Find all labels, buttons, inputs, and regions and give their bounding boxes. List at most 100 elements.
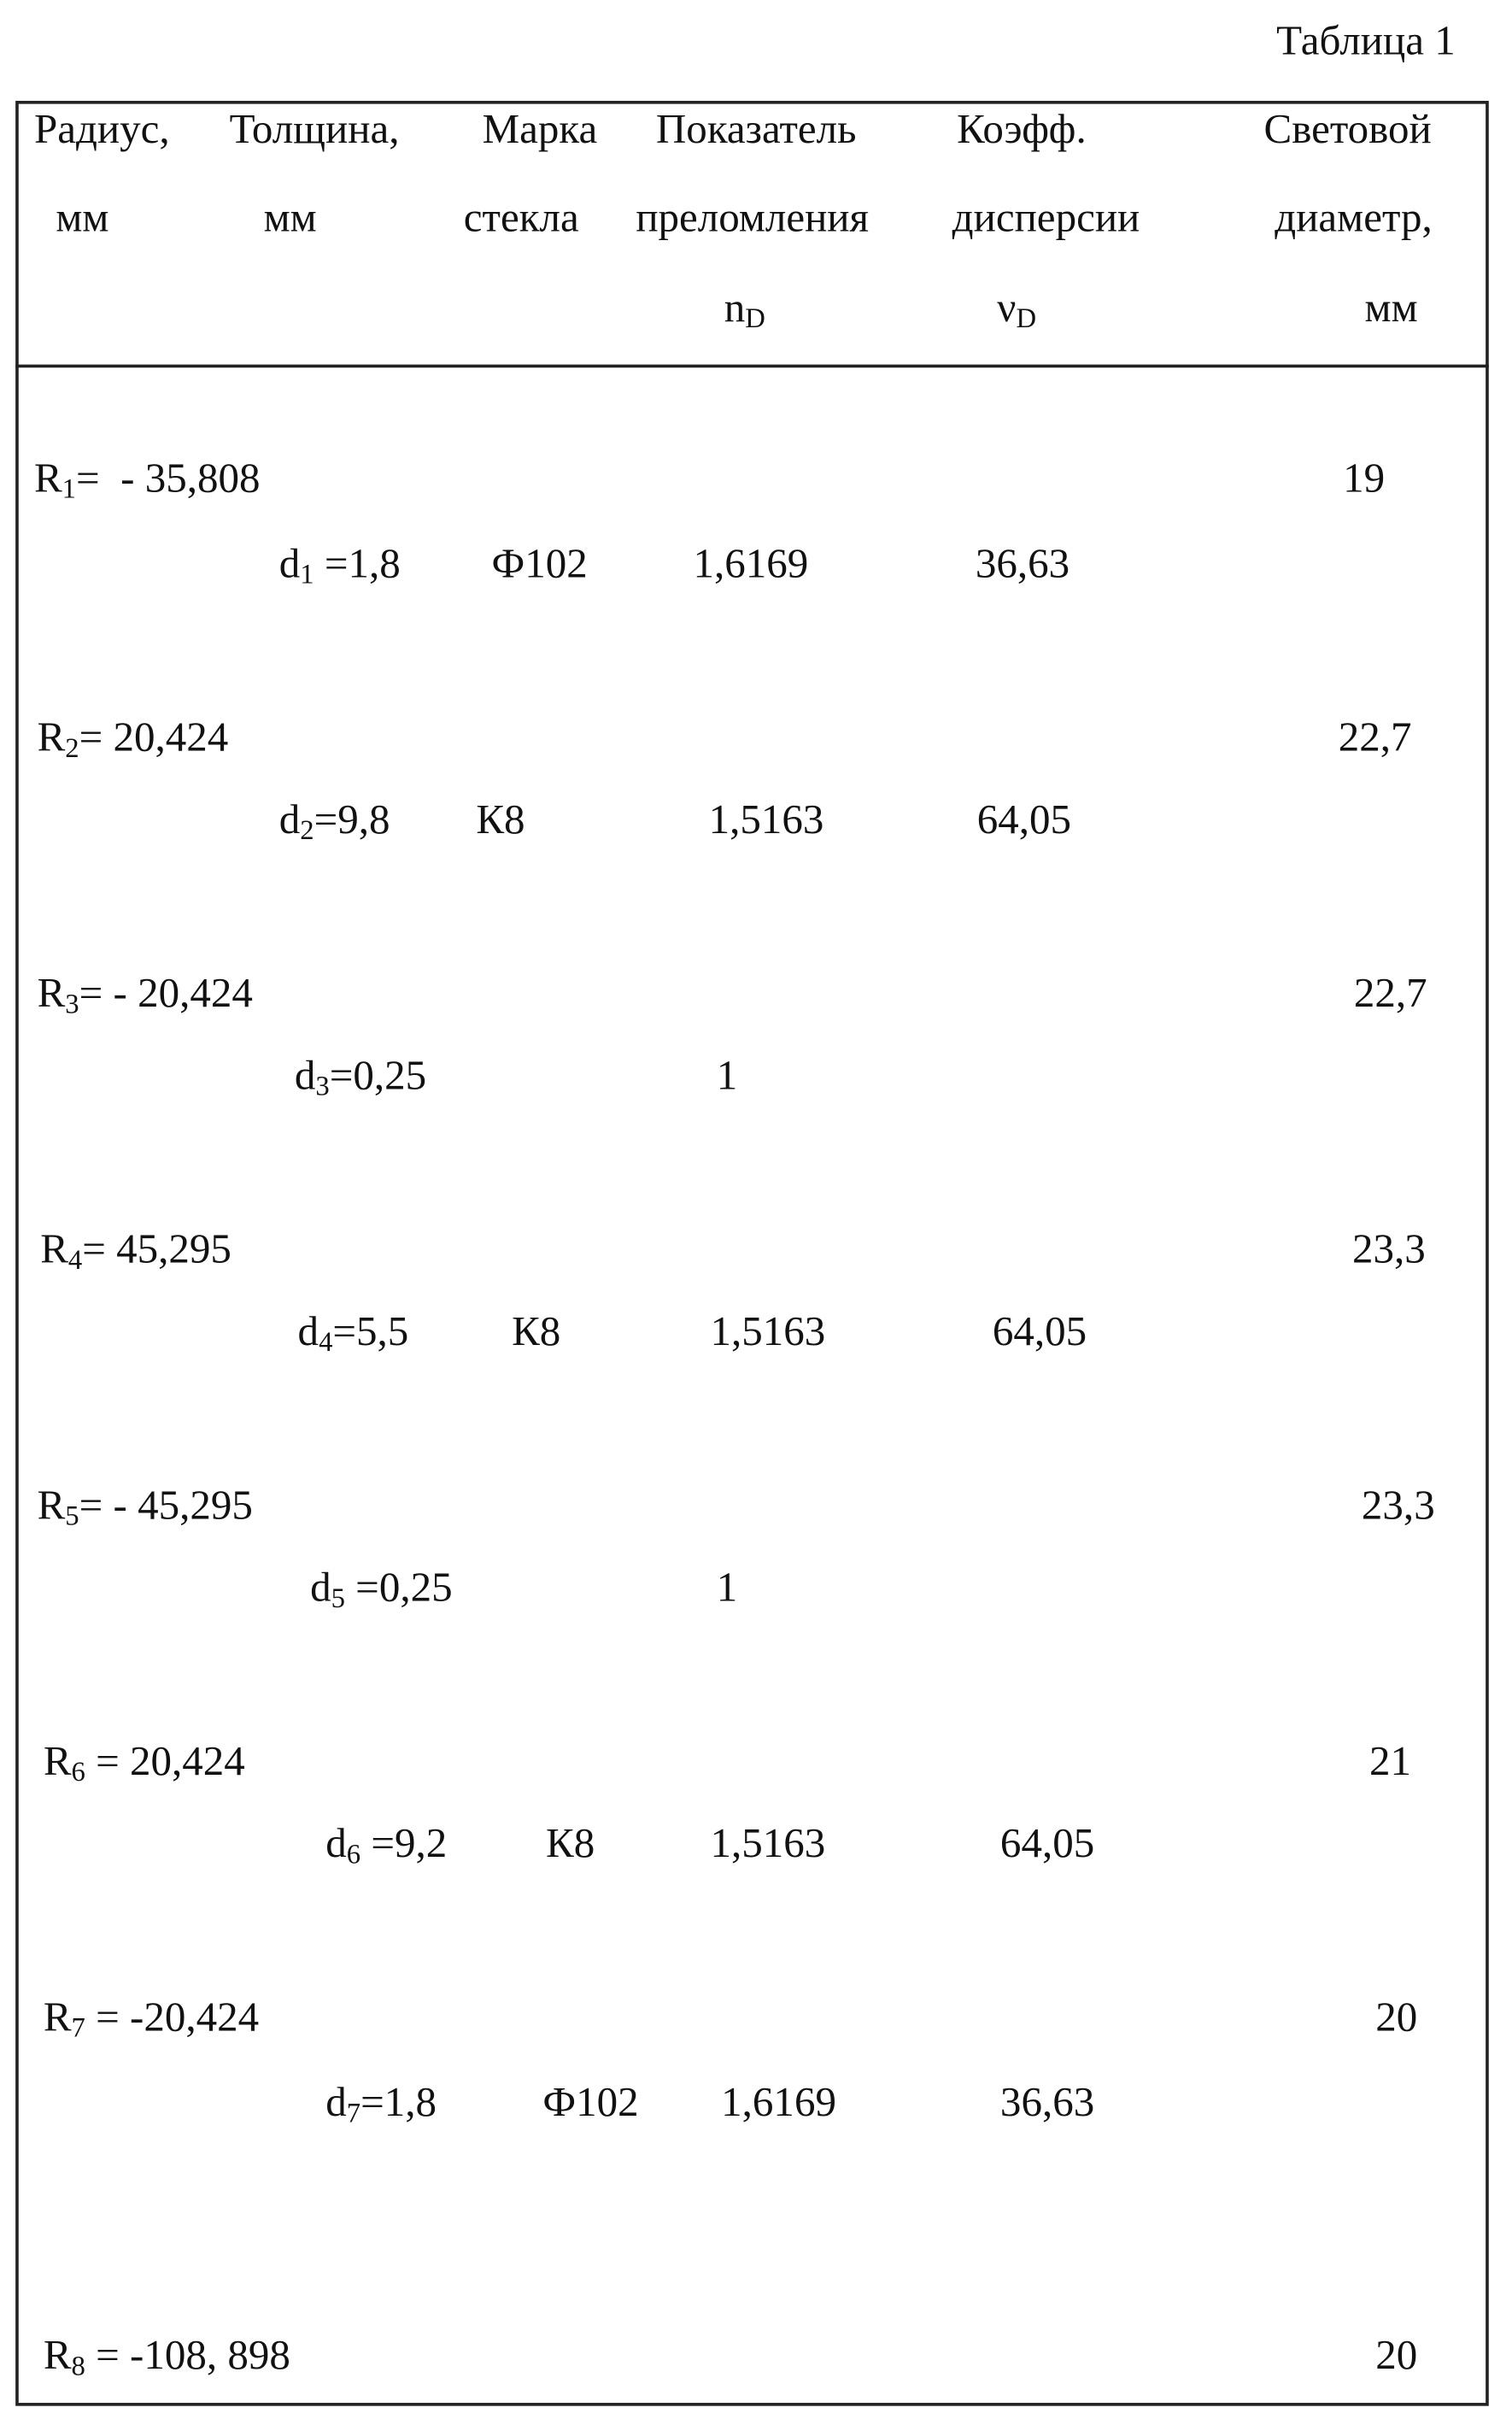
abbe-number: 64,05 [993,1307,1087,1356]
symbol: d [279,540,301,586]
diameter: 23,3 [1352,1224,1426,1273]
symbol: R [38,1482,66,1528]
symbol: d [295,1052,316,1098]
glass: Ф102 [542,2077,638,2127]
radius: R5= - 45,295 [38,1480,253,1530]
radius: R2= 20,424 [38,712,229,761]
index: 7 [72,2012,85,2043]
index: 3 [315,1071,329,1101]
symbol: d [325,2079,347,2125]
symbol: ν [997,284,1016,330]
header-cell: Световой [1264,104,1432,154]
index: 6 [347,1838,360,1869]
abbe-number: 64,05 [1000,1818,1094,1868]
value: = - 20,424 [79,970,253,1016]
glass: К8 [512,1307,560,1356]
thickness: d6 =9,2 [325,1818,447,1868]
index: 3 [65,988,79,1019]
abbe-number: 36,63 [1000,2077,1094,2127]
radius: R4= 45,295 [40,1224,231,1273]
index: 5 [65,1500,79,1530]
thickness: d5 =0,25 [310,1562,453,1612]
header-cell: дисперсии [952,192,1140,242]
header-cell: Марка [483,104,598,154]
glass: К8 [546,1818,595,1868]
symbol: R [40,1225,68,1271]
refractive-index: 1 [717,1562,738,1612]
value: = -108, 898 [85,2332,290,2378]
value: =0,25 [330,1052,426,1098]
page: Таблица 1 Радиус, мм Толщина, мм Марка стекла… [0,0,1512,2430]
radius: R3= - 20,424 [38,968,253,1018]
diameter: 19 [1343,453,1385,502]
index: D [1016,302,1036,333]
index: 2 [65,732,79,763]
abbe-number: 64,05 [977,794,1071,843]
caption: Таблица 1 [1276,15,1456,65]
symbol: d [279,796,301,842]
value: = - 45,295 [79,1482,253,1528]
radius: R1= - 35,808 [34,453,261,502]
index: 5 [331,1582,345,1613]
index: 1 [300,559,314,590]
thickness: d3=0,25 [295,1050,426,1100]
value: = 45,295 [82,1225,231,1271]
diameter: 23,3 [1362,1480,1435,1530]
symbol: R [44,2332,72,2378]
header-cell: стекла [464,192,579,242]
value: =9,8 [314,796,390,842]
abbe-number: 36,63 [976,538,1070,588]
diameter: 22,7 [1339,712,1412,761]
index: 4 [68,1244,82,1275]
header-rule [15,365,1489,368]
symbol: d [325,1819,347,1865]
header-cell: мм [1365,282,1418,332]
glass: К8 [476,794,525,843]
refractive-index: 1,5163 [710,1818,825,1868]
symbol: R [38,970,66,1016]
thickness: d7=1,8 [325,2077,437,2127]
refractive-index: 1,6169 [693,538,808,588]
header-cell: преломления [636,192,869,242]
value: = -20,424 [85,1994,259,2040]
symbol: R [38,713,66,760]
document: Таблица 1 Радиус, мм Толщина, мм Марка стекла… [0,0,1512,2431]
refractive-index: 1,6169 [721,2077,836,2127]
refractive-index: 1,5163 [709,794,824,843]
header-cell: Толщина, [230,104,400,154]
diameter: 22,7 [1354,968,1427,1018]
header-cell: мм [56,192,108,242]
value: = 20,424 [85,1737,245,1783]
index: 2 [300,814,314,845]
symbol: d [298,1307,319,1353]
diameter: 21 [1369,1735,1411,1785]
index: 1 [62,473,76,504]
value: =9,2 [360,1819,447,1865]
header-cell: диаметр, [1275,192,1432,242]
radius: R8 = -108, 898 [44,2330,290,2380]
header-cell: мм [264,192,317,242]
value: = - 35,808 [76,455,261,501]
header-symbol: νD [997,282,1036,332]
table-border [15,101,1489,2406]
symbol: R [34,455,62,501]
symbol: R [44,1994,72,2040]
header-cell: Коэфф. [957,104,1087,154]
index: 6 [72,1756,85,1787]
symbol: n [724,284,746,330]
value: = 20,424 [79,713,229,760]
diameter: 20 [1375,1992,1417,2041]
refractive-index: 1,5163 [710,1307,825,1356]
value: =1,8 [360,2079,437,2125]
value: =5,5 [332,1307,408,1353]
radius: R7 = -20,424 [44,1992,259,2041]
thickness: d2=9,8 [279,794,390,843]
symbol: d [310,1564,331,1610]
refractive-index: 1 [717,1050,738,1100]
value: =0,25 [345,1564,453,1610]
thickness: d4=5,5 [298,1307,409,1356]
header-cell: Радиус, [34,104,170,154]
symbol: R [44,1737,72,1783]
diameter: 20 [1375,2330,1417,2380]
index: 7 [347,2097,360,2128]
